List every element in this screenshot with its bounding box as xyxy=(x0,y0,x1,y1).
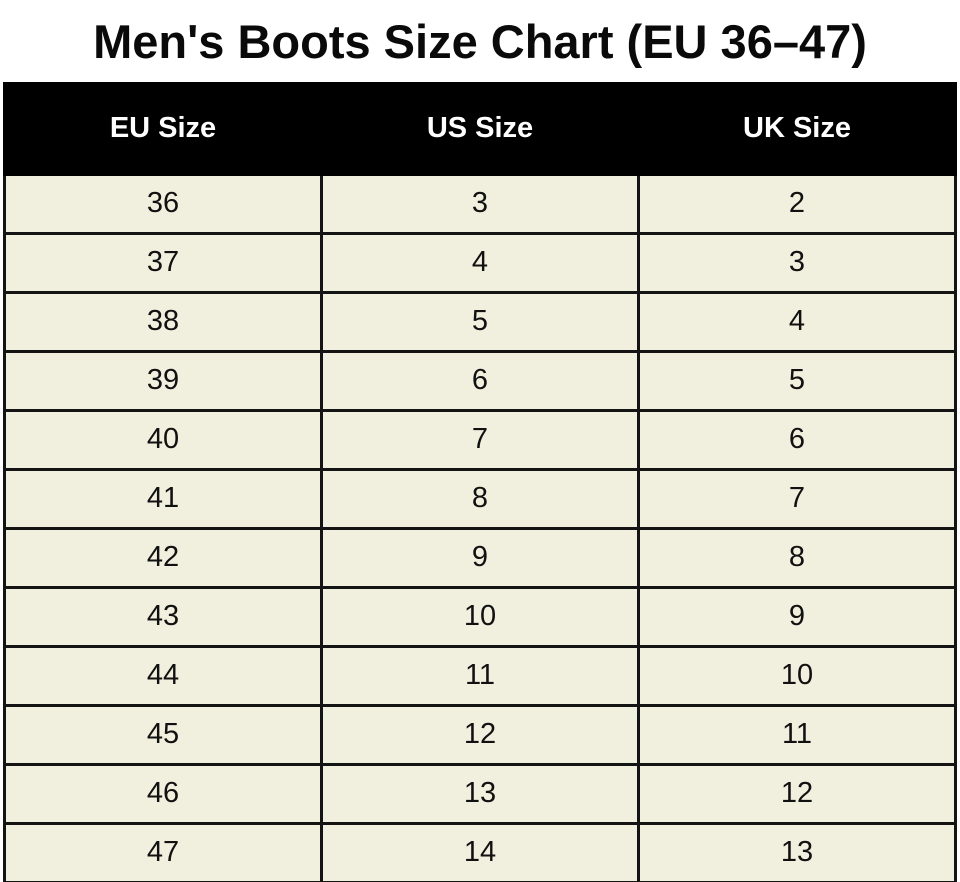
table-row: 46 13 12 xyxy=(3,762,957,825)
size-chart-table: EU Size US Size UK Size 36 3 2 37 4 3 38 5 4 39 6 5 40… xyxy=(3,81,957,882)
page-title: Men's Boots Size Chart (EU 36–47) xyxy=(93,15,867,68)
table-cell: 38 xyxy=(3,290,323,353)
table-cell: 10 xyxy=(637,644,957,707)
table-cell: 6 xyxy=(320,349,640,412)
table-row: 37 4 3 xyxy=(3,231,957,294)
table-cell: 11 xyxy=(320,644,640,707)
table-cell: 36 xyxy=(3,172,323,235)
table-cell: 5 xyxy=(637,349,957,412)
table-cell: 45 xyxy=(3,703,323,766)
table-cell: 2 xyxy=(637,172,957,235)
table-row: 45 12 11 xyxy=(3,703,957,766)
column-header-eu-size: EU Size xyxy=(3,81,323,176)
table-row: 40 7 6 xyxy=(3,408,957,471)
column-header-uk-size: UK Size xyxy=(637,81,957,176)
table-row: 38 5 4 xyxy=(3,290,957,353)
table-cell: 46 xyxy=(3,762,323,825)
table-cell: 39 xyxy=(3,349,323,412)
table-cell: 40 xyxy=(3,408,323,471)
table-cell: 9 xyxy=(637,585,957,648)
column-header-us-size: US Size xyxy=(320,81,640,176)
table-row: 47 14 13 xyxy=(3,821,957,882)
table-body: 36 3 2 37 4 3 38 5 4 39 6 5 40 7 6 41 8 7 42 9 8 43 10 9 44 11 10 4… xyxy=(3,172,957,882)
table-row: 41 8 7 xyxy=(3,467,957,530)
table-cell: 14 xyxy=(320,821,640,882)
table-cell: 12 xyxy=(637,762,957,825)
table-cell: 3 xyxy=(637,231,957,294)
table-cell: 42 xyxy=(3,526,323,589)
table-header-row: EU Size US Size UK Size xyxy=(3,81,957,176)
table-cell: 9 xyxy=(320,526,640,589)
table-cell: 4 xyxy=(637,290,957,353)
table-cell: 13 xyxy=(637,821,957,882)
table-cell: 8 xyxy=(637,526,957,589)
table-row: 42 9 8 xyxy=(3,526,957,589)
table-cell: 8 xyxy=(320,467,640,530)
table-row: 44 11 10 xyxy=(3,644,957,707)
table-cell: 10 xyxy=(320,585,640,648)
table-row: 36 3 2 xyxy=(3,172,957,235)
table-cell: 47 xyxy=(3,821,323,882)
table-cell: 6 xyxy=(637,408,957,471)
table-row: 39 6 5 xyxy=(3,349,957,412)
table-cell: 13 xyxy=(320,762,640,825)
table-cell: 43 xyxy=(3,585,323,648)
table-cell: 7 xyxy=(320,408,640,471)
table-cell: 3 xyxy=(320,172,640,235)
table-row: 43 10 9 xyxy=(3,585,957,648)
table-cell: 4 xyxy=(320,231,640,294)
table-cell: 12 xyxy=(320,703,640,766)
table-cell: 7 xyxy=(637,467,957,530)
table-cell: 41 xyxy=(3,467,323,530)
table-cell: 11 xyxy=(637,703,957,766)
table-cell: 37 xyxy=(3,231,323,294)
table-cell: 44 xyxy=(3,644,323,707)
table-cell: 5 xyxy=(320,290,640,353)
